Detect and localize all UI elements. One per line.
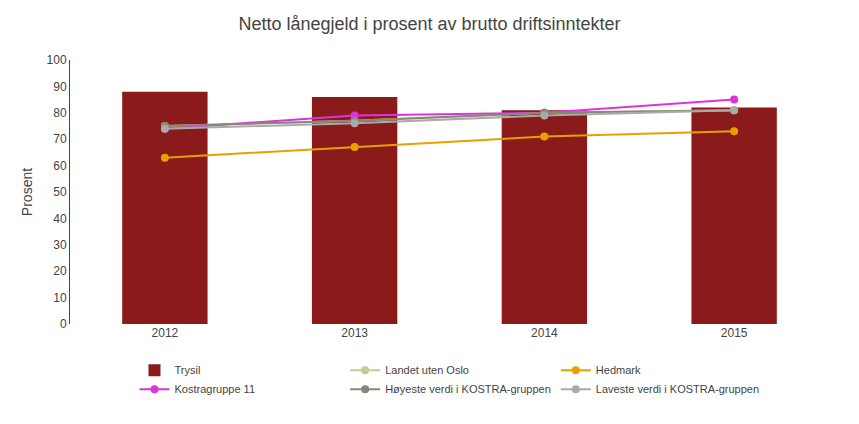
svg-text:Laveste verdi i KOSTRA-gruppen: Laveste verdi i KOSTRA-gruppen bbox=[596, 383, 759, 395]
svg-text:40: 40 bbox=[53, 212, 67, 226]
svg-text:Landet uten Oslo: Landet uten Oslo bbox=[385, 364, 469, 376]
svg-text:Prosent: Prosent bbox=[19, 168, 35, 216]
svg-text:30: 30 bbox=[53, 238, 67, 252]
svg-text:Trysil: Trysil bbox=[175, 364, 201, 376]
svg-text:Høyeste verdi i KOSTRA-gruppen: Høyeste verdi i KOSTRA-gruppen bbox=[385, 383, 551, 395]
svg-text:10: 10 bbox=[53, 291, 67, 305]
svg-text:100: 100 bbox=[47, 53, 67, 67]
svg-text:90: 90 bbox=[53, 80, 67, 94]
svg-text:2012: 2012 bbox=[152, 326, 179, 340]
svg-text:Hedmark: Hedmark bbox=[596, 364, 641, 376]
svg-text:20: 20 bbox=[53, 264, 67, 278]
svg-text:2015: 2015 bbox=[721, 326, 748, 340]
svg-text:2013: 2013 bbox=[341, 326, 368, 340]
svg-text:70: 70 bbox=[53, 132, 67, 146]
svg-text:Kostragruppe 11: Kostragruppe 11 bbox=[175, 383, 256, 395]
svg-text:2014: 2014 bbox=[531, 326, 558, 340]
svg-text:Netto lånegjeld i prosent av b: Netto lånegjeld i prosent av brutto drif… bbox=[238, 14, 620, 34]
svg-text:60: 60 bbox=[53, 159, 67, 173]
svg-text:50: 50 bbox=[53, 185, 67, 199]
svg-text:80: 80 bbox=[53, 106, 67, 120]
svg-text:0: 0 bbox=[60, 317, 67, 331]
